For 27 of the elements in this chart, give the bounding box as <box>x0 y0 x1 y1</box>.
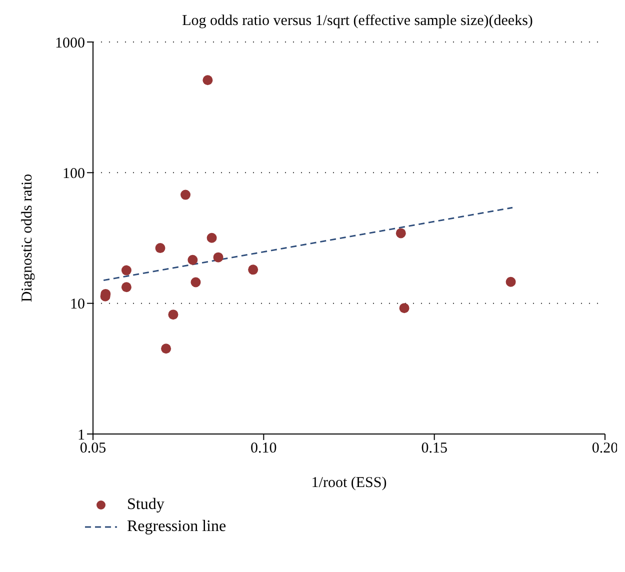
legend-label: Study <box>127 496 164 514</box>
point <box>190 277 201 288</box>
chart-title: Log odds ratio versus 1/sqrt (effective sample size)(deeks) <box>181 12 534 31</box>
y-tick-label: 1000 <box>55 35 85 52</box>
x-tick-label: 0.10 <box>250 440 277 457</box>
point <box>213 252 224 262</box>
y-axis-title: Diagnostic odds ratio <box>19 174 36 302</box>
point <box>161 344 172 354</box>
legend-label: Regression line <box>127 518 226 536</box>
point <box>121 265 132 276</box>
point <box>399 303 410 314</box>
point <box>202 75 213 86</box>
x-tick-label: 0.05 <box>80 440 106 457</box>
y-tick-label: 100 <box>62 166 85 182</box>
point <box>206 232 217 243</box>
point <box>396 228 406 238</box>
point <box>121 282 132 292</box>
x-axis-title: 1/root (ESS) <box>311 475 387 491</box>
y-tick-label: 10 <box>70 296 85 313</box>
point <box>180 190 190 200</box>
point <box>248 264 258 275</box>
point <box>506 276 516 287</box>
point <box>168 310 178 320</box>
point <box>188 254 198 265</box>
y-tick-label: 1 <box>78 427 85 444</box>
point <box>155 243 166 254</box>
x-tick-label: 0.15 <box>421 440 448 457</box>
